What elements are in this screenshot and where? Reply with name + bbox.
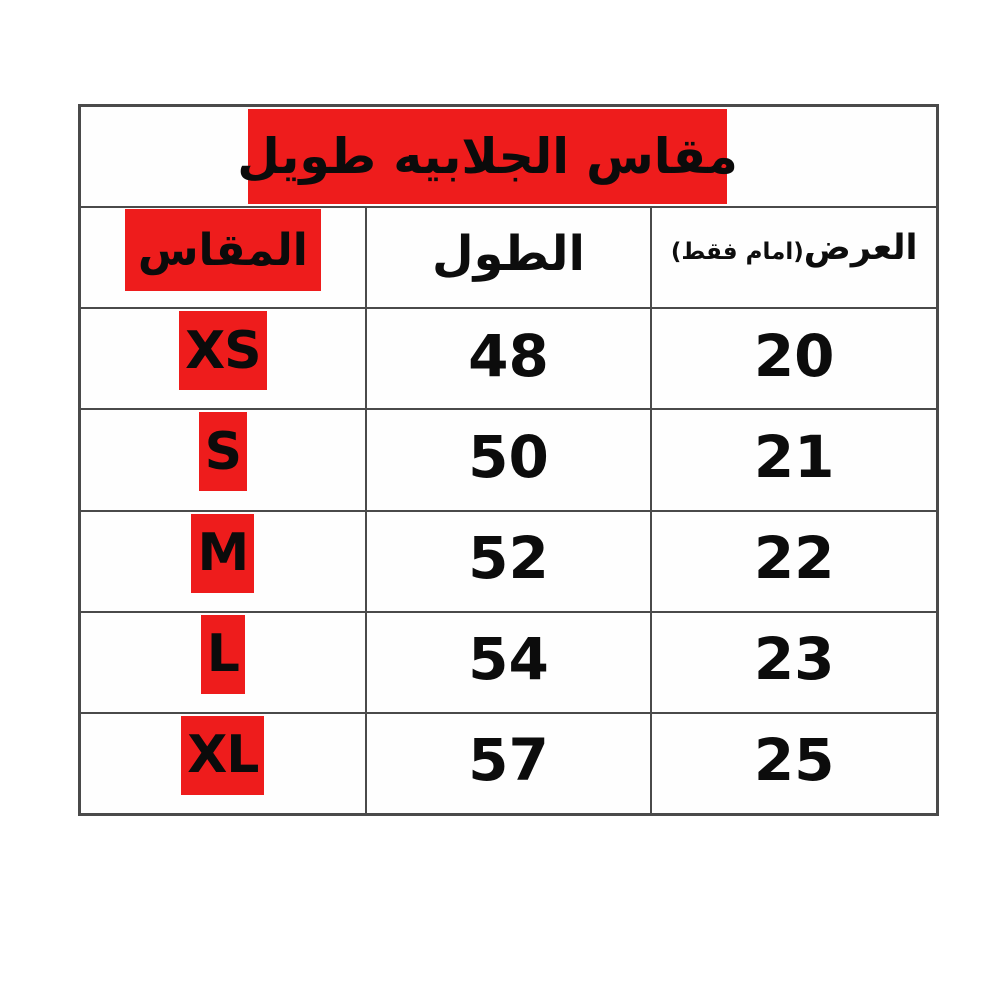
table-title: مقاس الجلابيه طويل bbox=[237, 128, 738, 186]
length-value: 52 bbox=[468, 524, 549, 593]
width-value: 25 bbox=[753, 726, 835, 795]
length-value: 54 bbox=[468, 625, 549, 694]
width-cell: 20 bbox=[650, 309, 936, 409]
size-chart-table: مقاس الجلابيه طويل المقاس الطول العرض(ام… bbox=[78, 104, 939, 816]
length-cell: 57 bbox=[364, 713, 651, 813]
length-header-label: الطول bbox=[432, 225, 585, 282]
size-badge: S bbox=[198, 412, 248, 492]
width-value: 22 bbox=[753, 524, 835, 593]
length-cell: 52 bbox=[364, 511, 651, 611]
size-cell: XS bbox=[81, 309, 365, 408]
size-header-label: المقاس bbox=[137, 224, 308, 276]
size-badge: M bbox=[191, 513, 255, 593]
length-value: 48 bbox=[468, 321, 549, 390]
table-row-s: S 50 21 bbox=[81, 408, 936, 510]
width-cell: 22 bbox=[650, 511, 936, 611]
size-badge: XS bbox=[179, 311, 267, 391]
width-header-note: (امام فقط) bbox=[670, 238, 804, 265]
size-cell: S bbox=[81, 410, 365, 509]
size-badge: XL bbox=[181, 715, 265, 795]
header-cell-length: الطول bbox=[364, 208, 651, 308]
width-cell: 25 bbox=[650, 713, 936, 813]
size-cell: L bbox=[81, 613, 365, 712]
table-row-m: M 52 22 bbox=[81, 509, 936, 611]
table-row-xs: XS 48 20 bbox=[81, 307, 936, 409]
width-value: 21 bbox=[753, 422, 835, 491]
header-row: المقاس الطول العرض(امام فقط) bbox=[81, 206, 936, 308]
width-header-label: العرض(امام فقط) bbox=[671, 228, 918, 268]
size-header-highlight: المقاس bbox=[124, 209, 321, 292]
size-cell: M bbox=[81, 512, 365, 611]
length-cell: 50 bbox=[364, 410, 651, 510]
width-value: 23 bbox=[753, 625, 835, 694]
size-badge: L bbox=[200, 614, 245, 694]
width-header-main: العرض bbox=[803, 227, 918, 268]
length-cell: 48 bbox=[364, 309, 651, 409]
table-row-xl: XL 57 25 bbox=[81, 711, 936, 813]
title-row: مقاس الجلابيه طويل bbox=[81, 107, 936, 206]
size-cell: XL bbox=[81, 714, 365, 813]
width-value: 20 bbox=[753, 321, 835, 390]
length-value: 57 bbox=[468, 726, 549, 795]
table-title-highlight: مقاس الجلابيه طويل bbox=[237, 109, 738, 205]
header-cell-width: العرض(امام فقط) bbox=[650, 208, 936, 308]
header-cell-size: المقاس bbox=[81, 208, 365, 307]
length-cell: 54 bbox=[364, 612, 651, 712]
width-cell: 21 bbox=[650, 410, 936, 510]
table-row-l: L 54 23 bbox=[81, 610, 936, 712]
width-cell: 23 bbox=[650, 612, 936, 712]
length-value: 50 bbox=[468, 422, 549, 491]
